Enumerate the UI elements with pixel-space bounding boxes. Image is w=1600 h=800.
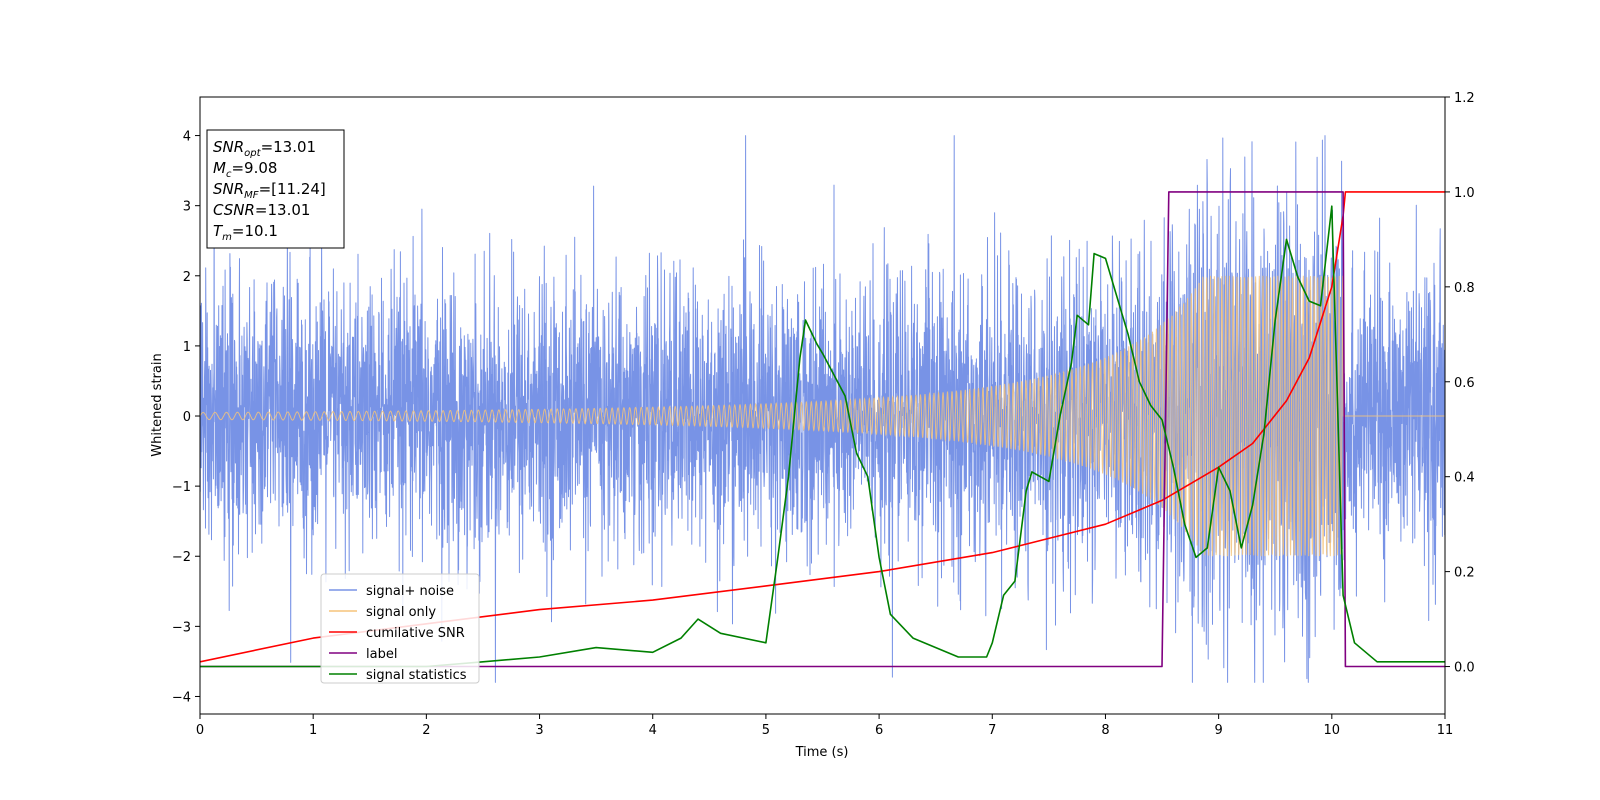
- legend-label: signal only: [366, 605, 436, 620]
- legend: signal+ noise signal only cumilative SNR la…: [320, 573, 480, 684]
- x-tick-label: 9: [1214, 723, 1222, 738]
- x-tick-label: 8: [1101, 723, 1109, 738]
- y2-tick-label: 1.0: [1454, 186, 1475, 201]
- y-tick-label: −4: [172, 690, 191, 705]
- legend-entry: signal only: [329, 605, 436, 620]
- annotation-line: Mc=9.08: [213, 159, 277, 180]
- legend-label: label: [366, 647, 397, 662]
- y-tick-label: 2: [183, 270, 191, 285]
- y-tick-label: 0: [183, 410, 191, 425]
- y-axis-left: −4 −3 −2 −1 0 1 2 3 4: [172, 130, 200, 705]
- y2-tick-label: 0.2: [1454, 566, 1475, 581]
- y-tick-label: 1: [183, 340, 191, 355]
- x-tick-label: 0: [196, 723, 204, 738]
- legend-entry: cumilative SNR: [329, 626, 465, 641]
- y-axis-label: Whitened strain: [150, 353, 165, 456]
- series-cumilative-snr: [200, 191, 1445, 663]
- legend-label: signal statistics: [366, 668, 467, 683]
- annotation-line: Tm=10.1: [213, 222, 278, 243]
- annotation-line: SNRMF=[11.24]: [213, 180, 326, 201]
- x-axis: 0 1 2 3 4 5 6 7 8 9 10 11: [196, 714, 1453, 738]
- y-tick-label: 3: [183, 200, 191, 215]
- y2-tick-label: 0.8: [1454, 281, 1475, 296]
- axes-frame: [199, 96, 1446, 715]
- series-label: [200, 191, 1445, 668]
- legend-label: cumilative SNR: [366, 626, 465, 641]
- x-tick-label: 5: [762, 723, 770, 738]
- x-tick-label: 3: [535, 723, 543, 738]
- x-tick-label: 11: [1437, 723, 1454, 738]
- x-axis-label: Time (s): [795, 745, 849, 760]
- plot-area: [200, 135, 1445, 683]
- legend-entry: label: [329, 647, 397, 662]
- series-signal-statistics: [200, 205, 1445, 668]
- y2-tick-label: 0.0: [1454, 661, 1475, 676]
- y-tick-label: 4: [183, 130, 191, 145]
- y2-tick-label: 1.2: [1454, 91, 1475, 106]
- legend-label: signal+ noise: [366, 584, 454, 599]
- x-tick-label: 1: [309, 723, 317, 738]
- x-tick-label: 7: [988, 723, 996, 738]
- x-tick-label: 2: [422, 723, 430, 738]
- series-signal-only: [200, 275, 1445, 557]
- parameter-annotation-box: SNRopt=13.01Mc=9.08SNRMF=[11.24]CSNR=13.…: [206, 129, 345, 249]
- line-series-group: [200, 191, 1445, 668]
- y-tick-label: −3: [172, 620, 191, 635]
- y2-tick-label: 0.4: [1454, 471, 1475, 486]
- y-axis-right: 0.0 0.2 0.4 0.6 0.8 1.0 1.2: [1445, 91, 1475, 676]
- y-tick-label: −1: [172, 480, 191, 495]
- annotation-line: SNRopt=13.01: [213, 138, 316, 159]
- legend-entry: signal statistics: [329, 668, 467, 683]
- annotation-line: CSNR=13.01: [213, 201, 310, 219]
- x-tick-label: 6: [875, 723, 883, 738]
- y-tick-label: −2: [172, 550, 191, 565]
- legend-entry: signal+ noise: [329, 584, 454, 599]
- y2-tick-label: 0.6: [1454, 376, 1475, 391]
- x-tick-label: 10: [1324, 723, 1341, 738]
- x-tick-label: 4: [649, 723, 657, 738]
